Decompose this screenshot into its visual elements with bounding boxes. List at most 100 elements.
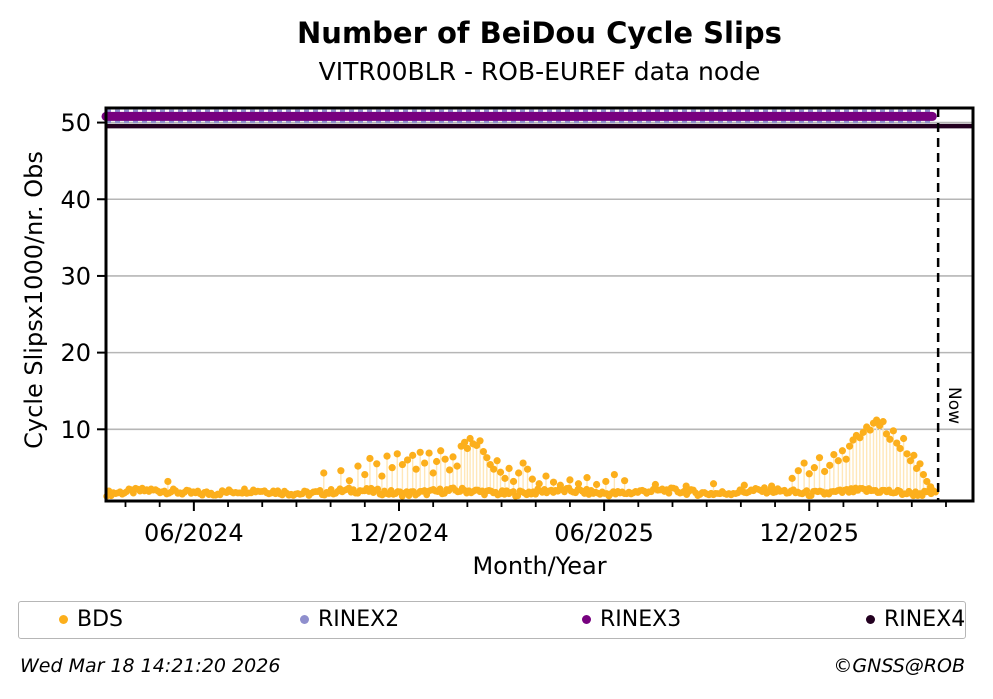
chart-title: Number of BeiDou Cycle Slips	[297, 16, 782, 50]
data-point-bds	[893, 439, 901, 447]
plot-border	[104, 106, 975, 503]
y-tick-label: 50	[60, 109, 91, 137]
data-point-bds	[437, 447, 445, 455]
legend-item-bds: BDS	[59, 602, 123, 637]
data-point-bds	[815, 454, 824, 462]
legend-box: BDS RINEX2 RINEX3 RINEX4	[18, 601, 966, 639]
data-point-bds	[361, 470, 369, 479]
data-point-bds	[374, 485, 382, 493]
data-point-bds	[761, 484, 768, 492]
data-point-bds	[453, 462, 461, 470]
rinex2-marker-icon	[300, 615, 309, 624]
rinex3-marker-icon	[582, 615, 591, 624]
data-point-bds	[566, 476, 574, 484]
now-annotation: Now	[944, 387, 964, 425]
credit-text: ©GNSS@ROB	[833, 655, 965, 677]
data-point-bds	[610, 470, 618, 479]
data-point-bds	[476, 437, 484, 445]
data-point-bds	[583, 474, 591, 482]
data-point-bds	[542, 472, 550, 480]
data-point-bds	[373, 460, 381, 468]
data-point-bds	[621, 477, 629, 485]
data-point-bds	[830, 451, 838, 459]
data-point-bds	[505, 464, 513, 473]
data-point-bds	[866, 426, 874, 434]
data-point-bds	[682, 482, 690, 490]
y-tick-label: 30	[60, 262, 91, 290]
x-tick-label: 12/2025	[759, 519, 859, 547]
data-point-bds	[592, 480, 601, 489]
data-point-bds	[463, 444, 471, 453]
data-point-bds	[501, 474, 509, 482]
data-point-bds	[906, 457, 915, 465]
data-point-bds	[556, 481, 564, 489]
legend-item-rinex4: RINEX4	[866, 602, 965, 637]
data-point-bds	[834, 457, 842, 465]
legend-label: RINEX3	[600, 607, 682, 632]
data-point-bds	[515, 469, 523, 477]
data-point-bds	[461, 438, 469, 446]
legend-label: BDS	[77, 607, 123, 632]
data-point-bds	[429, 469, 437, 477]
data-point-bds	[651, 480, 659, 489]
y-tick-label: 10	[60, 416, 91, 444]
legend-item-rinex3: RINEX3	[582, 602, 681, 637]
data-point-bds	[879, 418, 887, 426]
data-point-bds	[602, 477, 610, 486]
data-point-bds	[549, 478, 558, 486]
data-point-bds	[432, 457, 441, 466]
data-point-bds	[523, 465, 532, 473]
data-point-bds	[859, 428, 867, 436]
x-axis-label: Month/Year	[472, 552, 607, 580]
data-point-bds	[412, 465, 420, 473]
y-tick-label: 20	[60, 339, 91, 367]
data-point-bds	[409, 451, 417, 459]
data-point-bds	[856, 434, 864, 442]
data-point-bds	[896, 444, 904, 453]
data-point-bds	[466, 434, 474, 443]
timestamp-text: Wed Mar 18 14:21:20 2026	[20, 655, 281, 677]
data-point-bds	[889, 427, 897, 435]
data-point-bds	[838, 447, 847, 455]
data-point-bds	[768, 482, 776, 490]
data-point-bds	[490, 465, 498, 473]
data-point-bds	[709, 480, 718, 488]
data-point-bds	[886, 435, 894, 443]
data-point-bds	[449, 453, 457, 461]
data-point-bds	[509, 477, 518, 486]
data-point-bds	[441, 455, 449, 463]
data-point-bds	[916, 460, 924, 468]
data-point-bds	[535, 480, 543, 488]
x-tick-label: 06/2025	[554, 519, 654, 547]
data-point-bds	[845, 442, 854, 450]
data-point-bds	[337, 467, 345, 475]
data-point-bds	[826, 461, 834, 469]
data-point-bds	[574, 480, 583, 488]
legend-item-rinex2: RINEX2	[300, 602, 399, 637]
chart-subtitle: VITR00BLR - ROB-EUREF data node	[318, 57, 761, 86]
data-point-bds	[821, 467, 829, 476]
data-point-bds	[919, 470, 928, 479]
rinex4-marker-icon	[866, 615, 875, 624]
x-tick-label: 12/2024	[349, 519, 449, 547]
data-point-bds	[810, 464, 818, 472]
data-point-bds	[740, 481, 748, 489]
data-point-bds	[388, 464, 396, 472]
data-point-bds	[665, 489, 673, 497]
legend-label: RINEX2	[318, 607, 400, 632]
data-point-bds	[366, 454, 374, 463]
data-point-bds	[403, 456, 412, 464]
y-tick-label: 40	[60, 186, 91, 214]
data-point-bds	[393, 450, 401, 458]
bds-marker-icon	[59, 615, 68, 624]
data-point-bds	[842, 455, 850, 463]
data-point-bds	[923, 477, 931, 486]
data-point-bds	[903, 450, 911, 458]
data-point-bds	[483, 454, 491, 462]
data-point-bds	[383, 452, 391, 460]
data-point-bds	[519, 459, 527, 467]
data-point-bds	[398, 460, 407, 469]
data-point-bds	[496, 468, 505, 476]
